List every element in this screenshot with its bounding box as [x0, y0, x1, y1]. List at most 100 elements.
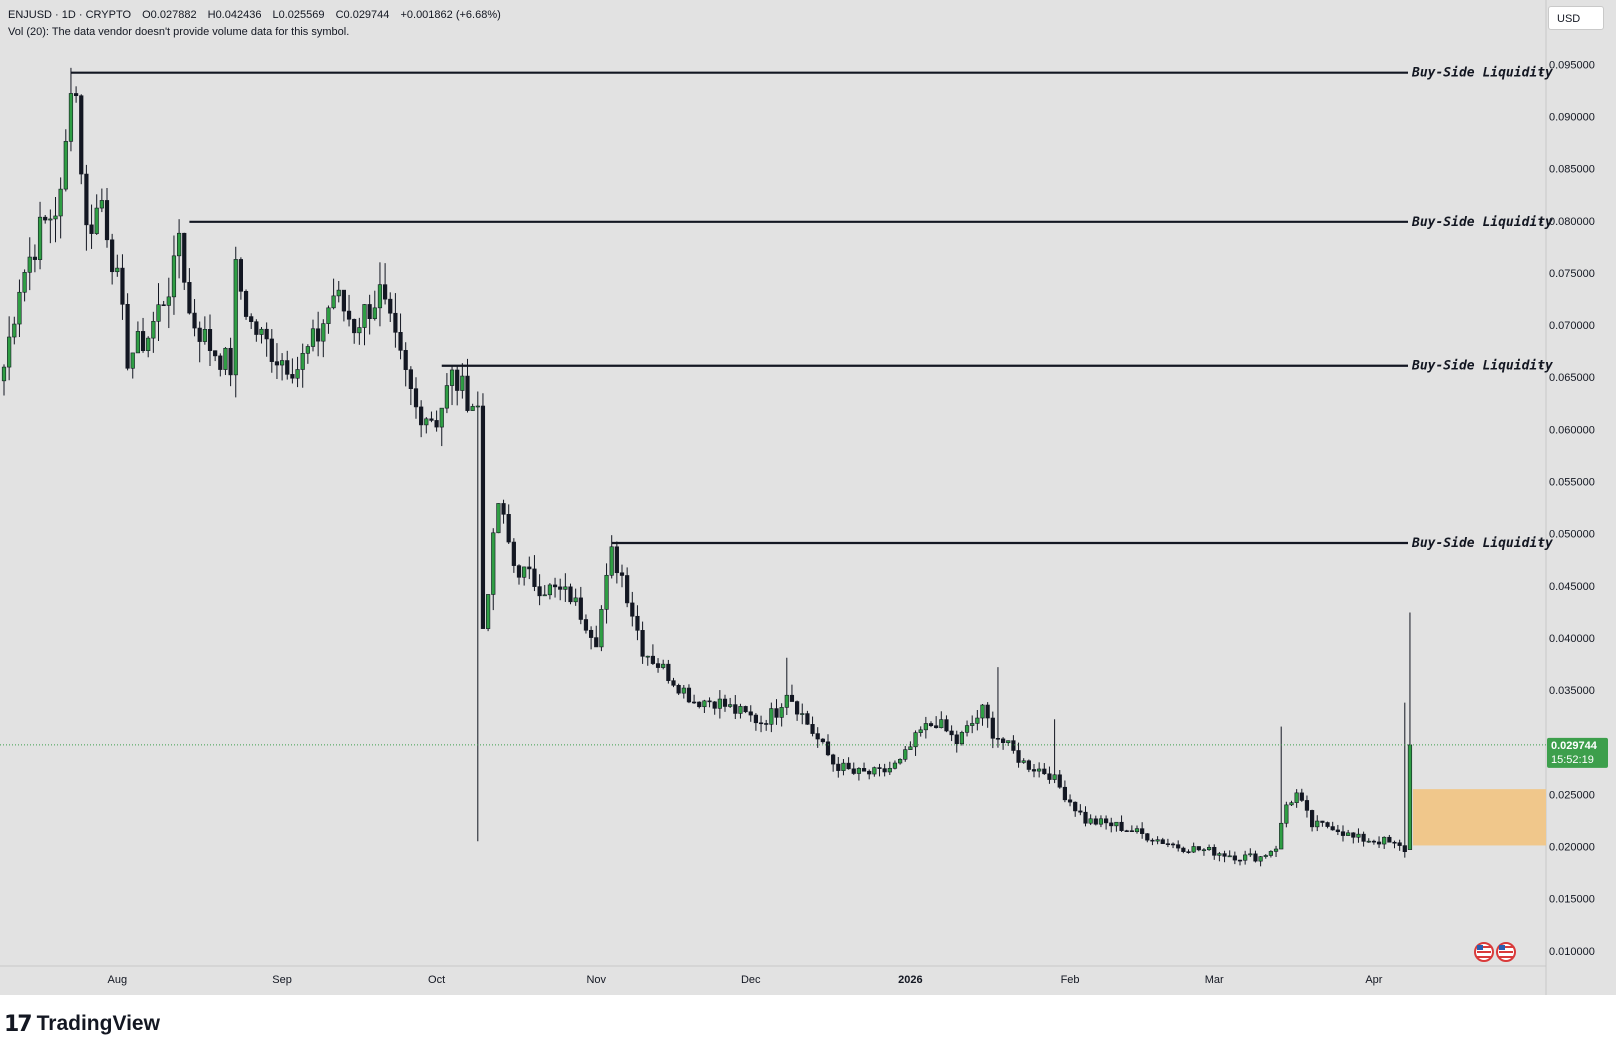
- candle-body[interactable]: [1155, 839, 1160, 842]
- candle-body[interactable]: [249, 316, 254, 322]
- candle-body[interactable]: [789, 694, 795, 702]
- candle-body[interactable]: [243, 291, 249, 317]
- candle-body[interactable]: [1093, 818, 1098, 825]
- candle-body[interactable]: [1062, 786, 1067, 801]
- candle-body[interactable]: [1299, 792, 1304, 801]
- candle-body[interactable]: [779, 707, 784, 718]
- candle-body[interactable]: [94, 207, 99, 234]
- candle-body[interactable]: [1037, 768, 1042, 772]
- candle-body[interactable]: [661, 663, 666, 668]
- candle-body[interactable]: [702, 700, 707, 708]
- candlestick-chart[interactable]: Buy-Side Liquidity Buy-Side Liquidity Buy-…: [0, 0, 1616, 995]
- candle-body[interactable]: [151, 321, 156, 339]
- candle-body[interactable]: [676, 685, 681, 694]
- candle-body[interactable]: [733, 704, 738, 714]
- candle-body[interactable]: [357, 327, 362, 334]
- candle-body[interactable]: [748, 711, 753, 716]
- candle-body[interactable]: [995, 738, 1001, 740]
- candle-body[interactable]: [1109, 822, 1114, 827]
- candle-body[interactable]: [388, 298, 393, 314]
- candle-body[interactable]: [1124, 830, 1129, 832]
- candle-body[interactable]: [218, 355, 223, 370]
- candle-body[interactable]: [666, 663, 671, 681]
- candle-body[interactable]: [1294, 792, 1299, 803]
- candle-body[interactable]: [1083, 811, 1088, 824]
- candle-body[interactable]: [27, 256, 32, 273]
- candle-body[interactable]: [640, 630, 645, 657]
- candle-body[interactable]: [738, 706, 743, 714]
- candle-body[interactable]: [1397, 842, 1402, 846]
- candle-body[interactable]: [233, 259, 238, 376]
- candle-body[interactable]: [604, 574, 609, 610]
- candle-body[interactable]: [496, 503, 501, 534]
- candle-body[interactable]: [794, 701, 800, 715]
- candle-body[interactable]: [609, 546, 614, 576]
- volume-legend[interactable]: Vol (20): The data vendor doesn't provid…: [8, 26, 350, 38]
- current-price-badge[interactable]: [1547, 737, 1608, 768]
- chart-pane[interactable]: Buy-Side Liquidity Buy-Side Liquidity Buy-…: [0, 0, 1616, 995]
- candle-body[interactable]: [1016, 750, 1021, 763]
- candle-body[interactable]: [171, 255, 177, 298]
- candle-body[interactable]: [1289, 802, 1294, 806]
- candle-body[interactable]: [1150, 839, 1155, 842]
- candle-body[interactable]: [552, 584, 558, 588]
- candle-body[interactable]: [1310, 810, 1315, 828]
- candle-body[interactable]: [1387, 836, 1392, 843]
- candle-body[interactable]: [542, 594, 547, 597]
- candle-body[interactable]: [475, 405, 480, 408]
- candle-body[interactable]: [130, 352, 135, 369]
- candle-body[interactable]: [140, 331, 146, 352]
- candle-body[interactable]: [1088, 818, 1093, 824]
- candle-body[interactable]: [522, 566, 527, 578]
- candle-body[interactable]: [897, 758, 903, 764]
- candle-body[interactable]: [588, 629, 594, 638]
- candle-body[interactable]: [1047, 773, 1052, 780]
- candle-body[interactable]: [820, 738, 825, 743]
- candle-body[interactable]: [79, 95, 84, 175]
- candle-body[interactable]: [573, 597, 578, 603]
- candle-body[interactable]: [37, 216, 43, 260]
- candle-body[interactable]: [254, 321, 259, 335]
- candle-body[interactable]: [867, 770, 872, 775]
- candle-body[interactable]: [1006, 740, 1011, 743]
- candle-body[interactable]: [17, 291, 22, 325]
- candle-body[interactable]: [527, 566, 532, 570]
- candle-body[interactable]: [1073, 801, 1078, 812]
- candle-body[interactable]: [115, 267, 120, 273]
- candle-body[interactable]: [980, 704, 985, 719]
- candle-body[interactable]: [398, 332, 403, 351]
- candle-body[interactable]: [352, 318, 357, 334]
- candle-body[interactable]: [1000, 738, 1006, 743]
- candle-body[interactable]: [594, 637, 599, 648]
- candle-body[interactable]: [743, 706, 748, 713]
- candle-body[interactable]: [599, 609, 604, 648]
- candle-body[interactable]: [1098, 818, 1104, 825]
- candle-body[interactable]: [671, 680, 676, 686]
- candle-body[interactable]: [846, 762, 851, 770]
- candle-body[interactable]: [578, 597, 583, 620]
- candle-body[interactable]: [1284, 804, 1289, 824]
- candle-body[interactable]: [408, 369, 413, 389]
- candle-body[interactable]: [501, 503, 506, 515]
- candle-body[interactable]: [213, 350, 218, 357]
- candle-body[interactable]: [1026, 760, 1031, 770]
- candle-body[interactable]: [12, 323, 17, 338]
- candle-body[interactable]: [1320, 820, 1325, 823]
- candle-body[interactable]: [1114, 821, 1119, 827]
- candle-body[interactable]: [506, 514, 511, 543]
- candle-body[interactable]: [645, 655, 650, 658]
- candle-body[interactable]: [635, 615, 640, 631]
- candle-body[interactable]: [1186, 851, 1191, 853]
- candle-body[interactable]: [836, 763, 841, 771]
- candle-body[interactable]: [1315, 820, 1320, 828]
- candle-body[interactable]: [1031, 769, 1037, 772]
- candle-body[interactable]: [815, 733, 820, 740]
- candle-body[interactable]: [1263, 855, 1268, 857]
- candle-body[interactable]: [192, 312, 197, 329]
- candle-body[interactable]: [944, 719, 949, 732]
- candle-body[interactable]: [619, 572, 625, 576]
- candle-body[interactable]: [1129, 830, 1134, 833]
- event-flags[interactable]: [1474, 942, 1516, 962]
- candle-body[interactable]: [491, 532, 496, 595]
- candle-body[interactable]: [120, 267, 125, 305]
